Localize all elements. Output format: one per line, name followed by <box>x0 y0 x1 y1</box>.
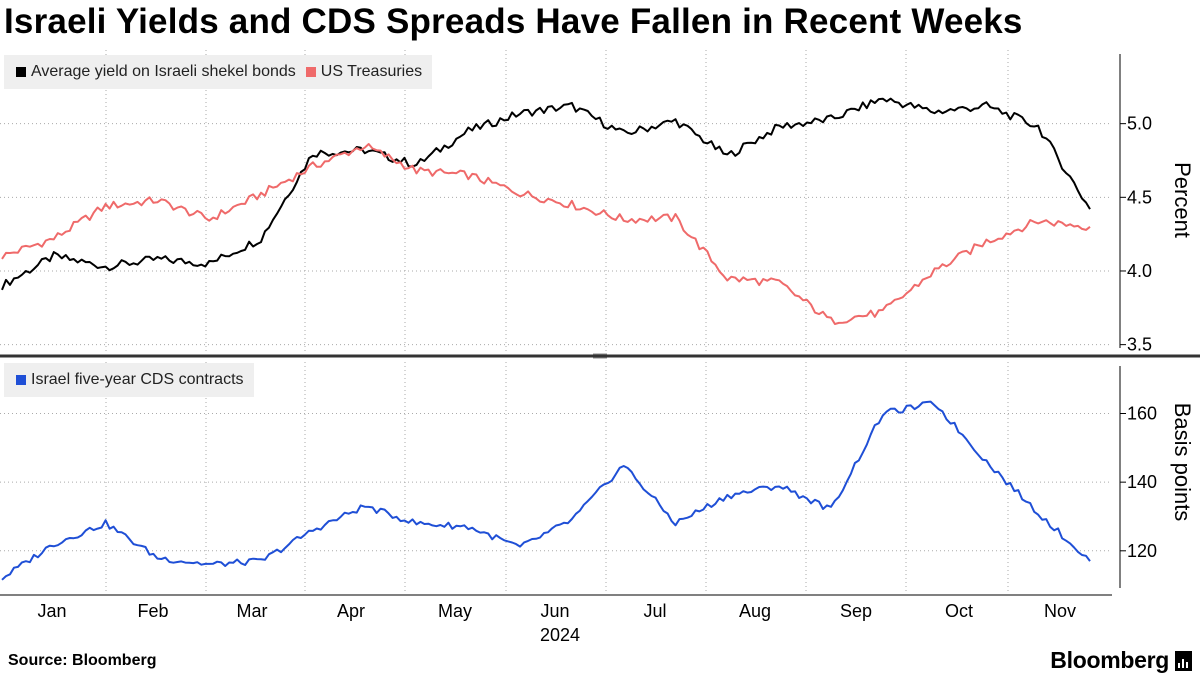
y-tick-label: 4.0 <box>1127 261 1152 281</box>
legend-label: Israel five-year CDS contracts <box>31 371 244 388</box>
y-tick-label: 160 <box>1127 403 1157 423</box>
y-tick-label: 5.0 <box>1127 114 1152 134</box>
series-line-average-yield-on-israeli-shekel-bonds <box>1 97 1091 291</box>
x-tick-label: Apr <box>337 601 365 621</box>
legend-label: US Treasuries <box>320 63 423 80</box>
x-tick-label: May <box>438 601 472 621</box>
x-tick-label: Oct <box>945 601 973 621</box>
brand-text: Bloomberg <box>1050 647 1169 673</box>
y-tick-label: 3.5 <box>1127 335 1152 355</box>
x-tick-label: Jul <box>643 601 666 621</box>
y-axis-title: Basis points <box>1170 403 1195 522</box>
x-tick-label: Nov <box>1044 601 1076 621</box>
legend-item-israel-yield: Average yield on Israeli shekel bonds <box>16 63 296 81</box>
legend-swatch <box>16 67 26 77</box>
y-axis-title: Percent <box>1170 162 1195 238</box>
x-tick-label: Feb <box>137 601 168 621</box>
series-line-us-treasuries <box>1 143 1091 325</box>
x-axis-year: 2024 <box>540 625 580 645</box>
legend-item-us-treasuries: US Treasuries <box>305 63 423 81</box>
legend-swatch <box>16 375 26 385</box>
legend-bottom: Israel five-year CDS contracts <box>4 363 254 397</box>
legend-top: Average yield on Israeli shekel bonds US… <box>4 55 433 89</box>
x-tick-label: Sep <box>840 601 872 621</box>
x-tick-label: Mar <box>237 601 268 621</box>
y-tick-label: 140 <box>1127 472 1157 492</box>
legend-item-cds: Israel five-year CDS contracts <box>16 371 244 389</box>
x-tick-label: Jan <box>37 601 66 621</box>
x-tick-label: Aug <box>739 601 771 621</box>
bloomberg-logo: Bloomberg <box>1050 647 1192 674</box>
legend-label: Average yield on Israeli shekel bonds <box>31 63 296 80</box>
chart-title: Israeli Yields and CDS Spreads Have Fall… <box>4 2 1023 41</box>
series-line-israel-five-year-cds-contracts <box>1 400 1091 581</box>
y-tick-label: 120 <box>1127 541 1157 561</box>
legend-swatch <box>305 67 316 77</box>
y-tick-label: 4.5 <box>1127 187 1152 207</box>
bloomberg-terminal-icon <box>1175 650 1192 671</box>
source-note: Source: Bloomberg <box>8 652 157 669</box>
x-tick-label: Jun <box>540 601 569 621</box>
